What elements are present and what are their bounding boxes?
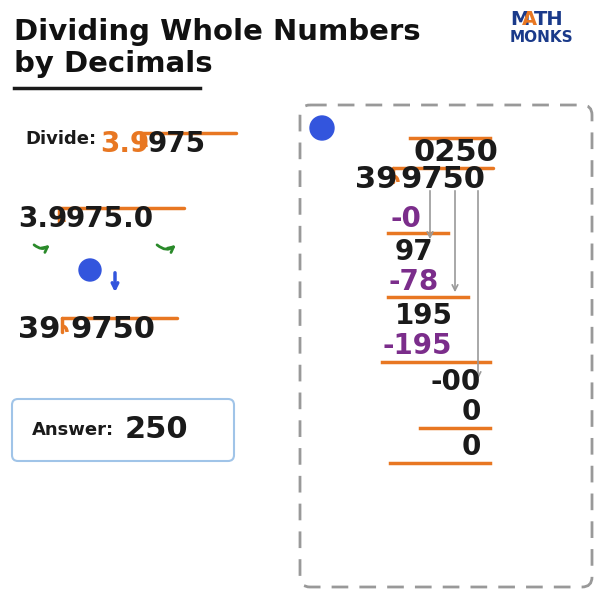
Text: 0: 0 <box>462 433 481 461</box>
Text: 97: 97 <box>395 238 434 266</box>
Text: 0250: 0250 <box>413 138 499 167</box>
Text: -0: -0 <box>390 205 421 233</box>
Text: 3.9: 3.9 <box>18 205 67 233</box>
Text: 1: 1 <box>85 263 95 277</box>
Text: M: M <box>510 10 529 29</box>
FancyBboxPatch shape <box>12 399 234 461</box>
Circle shape <box>79 259 101 281</box>
Text: 9750: 9750 <box>400 165 485 194</box>
Text: Divide:: Divide: <box>25 130 96 148</box>
Text: -195: -195 <box>382 332 452 360</box>
Text: Dividing Whole Numbers: Dividing Whole Numbers <box>14 18 421 46</box>
Text: MONKS: MONKS <box>510 30 574 45</box>
Text: A: A <box>522 10 537 29</box>
Text: 975: 975 <box>148 130 206 158</box>
Text: 2: 2 <box>317 121 328 136</box>
Text: 3.9: 3.9 <box>100 130 149 158</box>
FancyBboxPatch shape <box>300 105 592 587</box>
Text: TH: TH <box>534 10 563 29</box>
Text: 39: 39 <box>355 165 398 194</box>
Text: 195: 195 <box>395 302 453 330</box>
Text: Answer:: Answer: <box>32 421 114 439</box>
Text: 250: 250 <box>125 416 188 445</box>
Text: 0: 0 <box>462 398 481 426</box>
Text: 9750: 9750 <box>70 315 155 344</box>
Circle shape <box>310 116 334 140</box>
Text: by Decimals: by Decimals <box>14 50 212 78</box>
Text: -78: -78 <box>388 268 438 296</box>
Text: 39: 39 <box>18 315 61 344</box>
Text: -00: -00 <box>430 368 480 396</box>
Text: 975.0: 975.0 <box>66 205 154 233</box>
